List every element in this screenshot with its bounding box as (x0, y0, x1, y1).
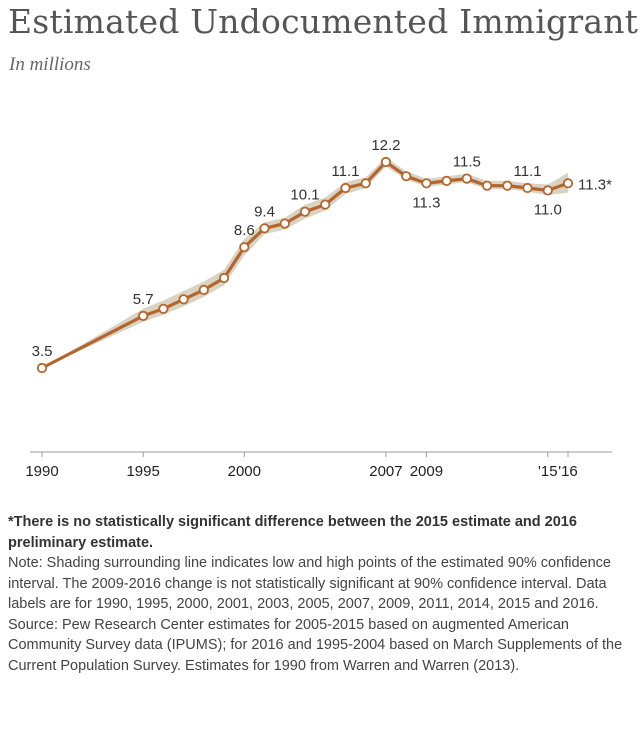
x-tick-label: 1995 (126, 463, 159, 480)
x-tick-label: 2007 (369, 463, 402, 480)
data-labels: 3.5 5.7 8.6 9.4 10.1 11.1 12.2 11.3 11.5 11.1 11.0… (32, 137, 613, 360)
data-label-1990: 3.5 (32, 343, 53, 360)
data-label-2007: 12.2 (371, 137, 400, 154)
source-text: Source: Pew Research Center estimates fo… (8, 616, 623, 674)
data-point-2015 (542, 185, 553, 196)
data-label-2005: 11.1 (331, 163, 359, 180)
data-point-1995 (138, 310, 149, 321)
data-label-2015: 11.0 (534, 201, 562, 218)
data-point-2002 (279, 218, 290, 229)
data-point-2014 (522, 182, 533, 194)
data-point-1996 (158, 303, 169, 314)
data-point-1999 (219, 272, 230, 284)
data-point-2009 (421, 178, 432, 189)
data-point-2004 (320, 199, 331, 210)
data-label-2000: 8.6 (234, 222, 255, 239)
data-point-2000 (239, 242, 250, 253)
data-points (36, 156, 574, 374)
x-tick-label: 2000 (228, 463, 261, 480)
data-point-2013 (502, 180, 513, 191)
data-label-2011: 11.5 (453, 154, 481, 171)
data-label-2014: 11.1 (513, 163, 541, 180)
data-label-2016: 11.3* (578, 176, 612, 193)
data-label-1995: 5.7 (133, 291, 154, 308)
note-text: Note: Shading surrounding line indicates… (8, 555, 611, 612)
data-point-2006 (360, 178, 371, 189)
data-point-2012 (481, 180, 493, 191)
data-point-2010 (441, 175, 452, 186)
line-chart: 1990 1995 2000 2007 2009 '15'16 3.5 5.7 8.6 9.4 1… (25, 137, 613, 480)
x-tick-label: 1990 (25, 463, 58, 480)
footnote: *There is no statistically significant d… (8, 514, 577, 551)
x-axis-ticks: 1990 1995 2000 2007 2009 '15'16 (25, 452, 578, 480)
data-point-1997 (178, 294, 189, 305)
chart-notes: *There is no statistically significant d… (8, 512, 633, 676)
data-label-2001: 9.4 (254, 203, 275, 220)
data-point-1998 (198, 284, 209, 295)
data-point-2001 (259, 223, 270, 234)
x-tick-label: '15 (538, 463, 558, 480)
data-label-2003: 10.1 (290, 187, 319, 204)
data-point-2003 (299, 206, 311, 217)
data-point-2007 (380, 156, 391, 168)
x-tick-label: '16 (558, 463, 578, 480)
data-point-2016 (562, 178, 574, 189)
data-point-2005 (340, 182, 351, 194)
data-point-1990 (36, 362, 48, 374)
x-tick-label: 2009 (410, 463, 443, 480)
data-point-2011 (461, 173, 472, 184)
chart-title: Estimated Undocumented Immigrants (8, 2, 640, 41)
data-point-2008 (401, 171, 412, 182)
data-label-2009: 11.3 (412, 194, 440, 211)
chart-subtitle: In millions (9, 54, 91, 75)
